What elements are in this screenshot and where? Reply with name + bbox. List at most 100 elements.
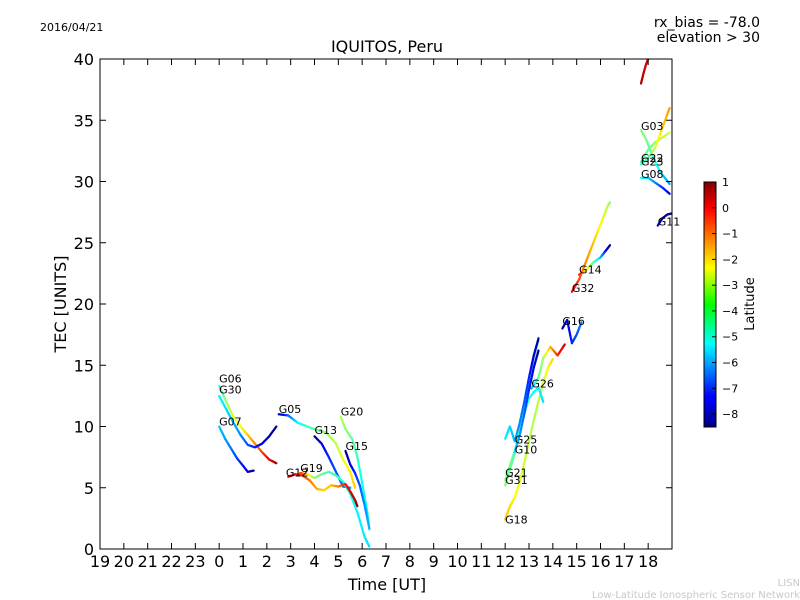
y-tick-label: 20 (74, 295, 94, 314)
track-segment (667, 131, 671, 135)
satellite-label-G11: G11 (658, 216, 681, 229)
x-tick-label: 8 (405, 552, 415, 571)
satellite-label-G14: G14 (579, 263, 602, 276)
x-tick-label: 20 (114, 552, 134, 571)
satellite-track-G25 (504, 337, 540, 443)
satellite-track-G07 (218, 425, 255, 473)
x-tick-label: 23 (185, 552, 205, 571)
colorbar-tick-label: −7 (722, 382, 738, 395)
x-tick-label: 6 (357, 552, 367, 571)
satellite-track-G10 (513, 349, 540, 454)
y-tick-label: 25 (74, 234, 94, 253)
satellite-label-G12: G12 (286, 467, 309, 480)
track-segment (367, 543, 371, 548)
satellite-label-G23: G23 (641, 156, 664, 169)
x-tick-label: 18 (638, 552, 658, 571)
x-tick-label: 21 (137, 552, 157, 571)
track-segment (541, 398, 545, 404)
colorbar-tick-label: −1 (722, 228, 738, 241)
track-segment (667, 106, 671, 113)
x-tick-label: 7 (381, 552, 391, 571)
y-tick-label: 40 (74, 50, 94, 69)
x-tick-label: 3 (286, 552, 296, 571)
y-tick-label: 5 (84, 479, 94, 498)
x-tick-label: 11 (471, 552, 491, 571)
satellite-label-G13: G13 (315, 424, 338, 437)
track-segment (667, 181, 671, 186)
colorbar-tick-label: −5 (722, 331, 738, 344)
track-segment (367, 523, 371, 530)
colorbar (703, 181, 717, 428)
satellite-label-G19: G19 (300, 462, 323, 475)
satellite-label-G31: G31 (505, 474, 528, 487)
x-tick-label: 4 (309, 552, 319, 571)
x-tick-label: 22 (161, 552, 181, 571)
track-segment (608, 244, 612, 248)
x-tick-label: 13 (519, 552, 539, 571)
satellite-label-G30: G30 (219, 383, 242, 396)
x-tick-label: 9 (429, 552, 439, 571)
colorbar-ticks: 1 0 −1 −2 −3 −4 −5 −6 −7 −8 (712, 176, 738, 421)
colorbar-tick-label: 1 (722, 176, 729, 189)
satellite-track-G18 (504, 358, 554, 521)
y-tick-label: 30 (74, 173, 94, 192)
satellite-track-G06 (218, 384, 278, 465)
satellite-label-G25: G25 (515, 434, 538, 447)
y-axis-label: TEC [UNITS] (51, 256, 70, 354)
satellite-label-G22: G22 (641, 152, 664, 165)
satellite-track-G16 (561, 318, 583, 345)
satellite-track-G05 (277, 413, 357, 489)
track-segment (274, 461, 278, 465)
x-tick-label: 17 (614, 552, 634, 571)
y-tick-label: 10 (74, 418, 94, 437)
colorbar-tick-label: −8 (722, 408, 738, 421)
x-tick-label: 10 (447, 552, 467, 571)
colorbar-label: Latitude (743, 277, 758, 331)
credit-line-2: Low-Latitude Ionospheric Sensor Network (592, 590, 800, 600)
satellite-track-G15 (344, 449, 371, 530)
satellite-label-G03: G03 (641, 120, 664, 133)
track-segment (562, 343, 566, 348)
track-segment (353, 483, 357, 489)
satellite-track-unlabeled-23 (639, 59, 650, 85)
data-marks (218, 59, 672, 548)
satellite-label-G10: G10 (515, 443, 538, 456)
x-tick-label: 15 (566, 552, 586, 571)
satellite-track-G19 (299, 470, 371, 548)
track-segment (667, 191, 671, 195)
colorbar-tick-label: −6 (722, 357, 738, 370)
satellite-track-G23 (639, 106, 671, 166)
x-tick-label: 12 (495, 552, 515, 571)
satellite-label-G21: G21 (505, 467, 528, 480)
track-segment (536, 349, 540, 355)
satellite-track-G32 (570, 201, 612, 293)
satellite-label-G05: G05 (279, 403, 302, 416)
x-tick-label: 5 (333, 552, 343, 571)
satellite-track-G12 (287, 473, 359, 508)
satellite-track-G26 (530, 343, 566, 390)
satellite-label-G16: G16 (562, 315, 585, 328)
satellite-track-G08 (639, 176, 671, 195)
plot-frame (99, 58, 673, 550)
y-tick-label: 0 (84, 540, 94, 559)
x-tick-label: 14 (543, 552, 563, 571)
satellite-label-G08: G08 (641, 168, 664, 181)
credit-line-1: LISN (778, 578, 800, 589)
chart-title: IQUITOS, Peru (331, 37, 443, 56)
colorbar-tick-label: −2 (722, 253, 738, 266)
x-tick-label: 19 (90, 552, 110, 571)
satellite-label-G15: G15 (345, 440, 368, 453)
y-tick-label: 15 (74, 356, 94, 375)
track-segment (550, 358, 554, 362)
colorbar-tick-label: 0 (722, 202, 729, 215)
y-axis: 0 5 10 15 20 25 30 35 40 (74, 50, 672, 559)
track-segment (536, 337, 540, 343)
satellite-track-G30 (218, 394, 278, 449)
x-tick-label: 1 (238, 552, 248, 571)
track-segment (579, 321, 583, 326)
satellite-label-G06: G06 (219, 372, 242, 385)
satellite-label-G20: G20 (341, 405, 364, 418)
satellite-label-G18: G18 (505, 513, 528, 526)
y-tick-label: 35 (74, 111, 94, 130)
